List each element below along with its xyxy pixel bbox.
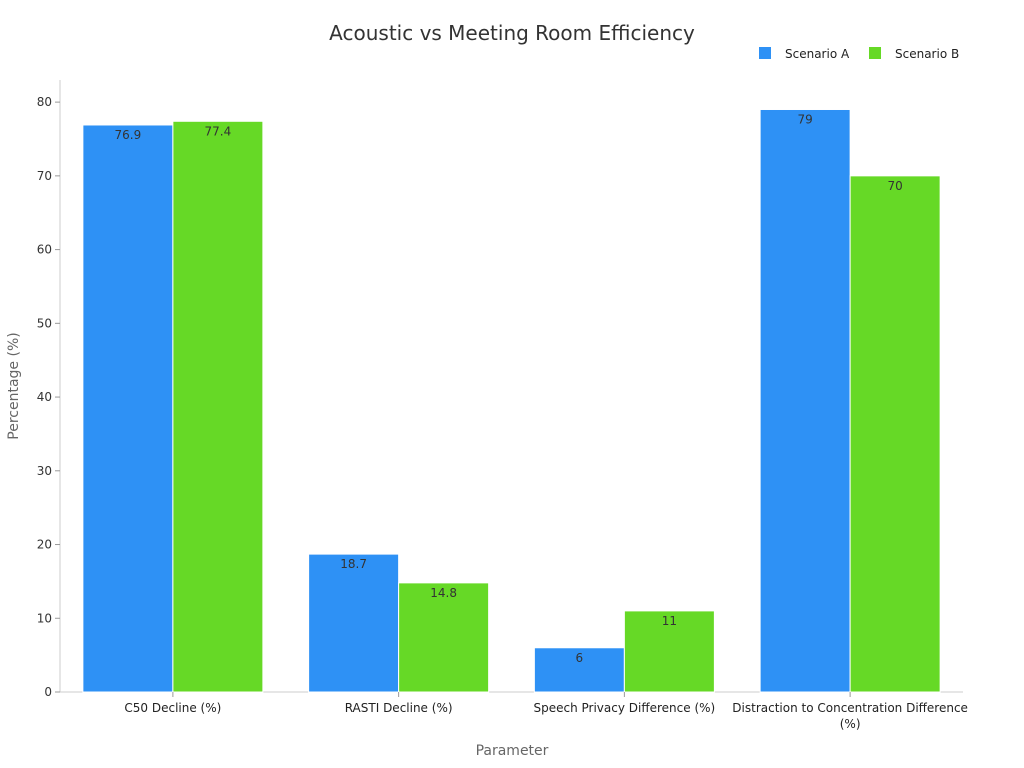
chart-title: Acoustic vs Meeting Room Efficiency: [329, 21, 695, 45]
data-label: 11: [662, 614, 677, 628]
x-tick-label: Distraction to Concentration Difference(…: [732, 701, 968, 731]
y-axis-ticks: 0 10 20 30 40 50 60 70 80: [37, 95, 60, 699]
x-axis-title: Parameter: [476, 743, 549, 759]
legend-label: Scenario B: [895, 47, 959, 61]
x-axis-ticks: C50 Decline (%) RASTI Decline (%) Speech P…: [124, 692, 968, 731]
data-label: 18.7: [340, 557, 367, 571]
data-label: 6: [576, 651, 584, 665]
bars: 76.9 77.4 18.7 14.8 6 11 79 70: [82, 108, 941, 693]
data-label: 14.8: [430, 586, 457, 600]
bar-scenario-b: [623, 610, 715, 693]
bar-scenario-a: [533, 647, 625, 693]
y-tick-label: 30: [37, 464, 52, 478]
y-tick-label: 70: [37, 169, 52, 183]
legend: Scenario A Scenario B: [759, 47, 959, 61]
bar-scenario-b: [849, 175, 941, 693]
legend-label: Scenario A: [785, 47, 850, 61]
y-tick-label: 40: [37, 390, 52, 404]
bar-scenario-b: [398, 582, 490, 693]
y-tick-label: 0: [44, 685, 52, 699]
y-tick-label: 50: [37, 316, 52, 330]
legend-swatch: [759, 47, 771, 59]
x-tick-label: C50 Decline (%): [124, 701, 221, 715]
data-label: 76.9: [115, 128, 142, 142]
y-tick-label: 60: [37, 243, 52, 257]
data-label: 79: [797, 112, 812, 126]
y-axis-title: Percentage (%): [6, 332, 22, 439]
bar-scenario-a: [82, 124, 174, 693]
bar-scenario-b: [172, 120, 264, 693]
x-tick-label: Speech Privacy Difference (%): [534, 701, 716, 715]
y-tick-label: 10: [37, 611, 52, 625]
data-label: 70: [887, 179, 902, 193]
x-tick-label: RASTI Decline (%): [345, 701, 453, 715]
legend-swatch: [869, 47, 881, 59]
bar-scenario-a: [308, 553, 400, 693]
y-tick-label: 80: [37, 95, 52, 109]
bar-scenario-a: [759, 108, 851, 693]
data-label: 77.4: [205, 124, 232, 138]
y-tick-label: 20: [37, 538, 52, 552]
